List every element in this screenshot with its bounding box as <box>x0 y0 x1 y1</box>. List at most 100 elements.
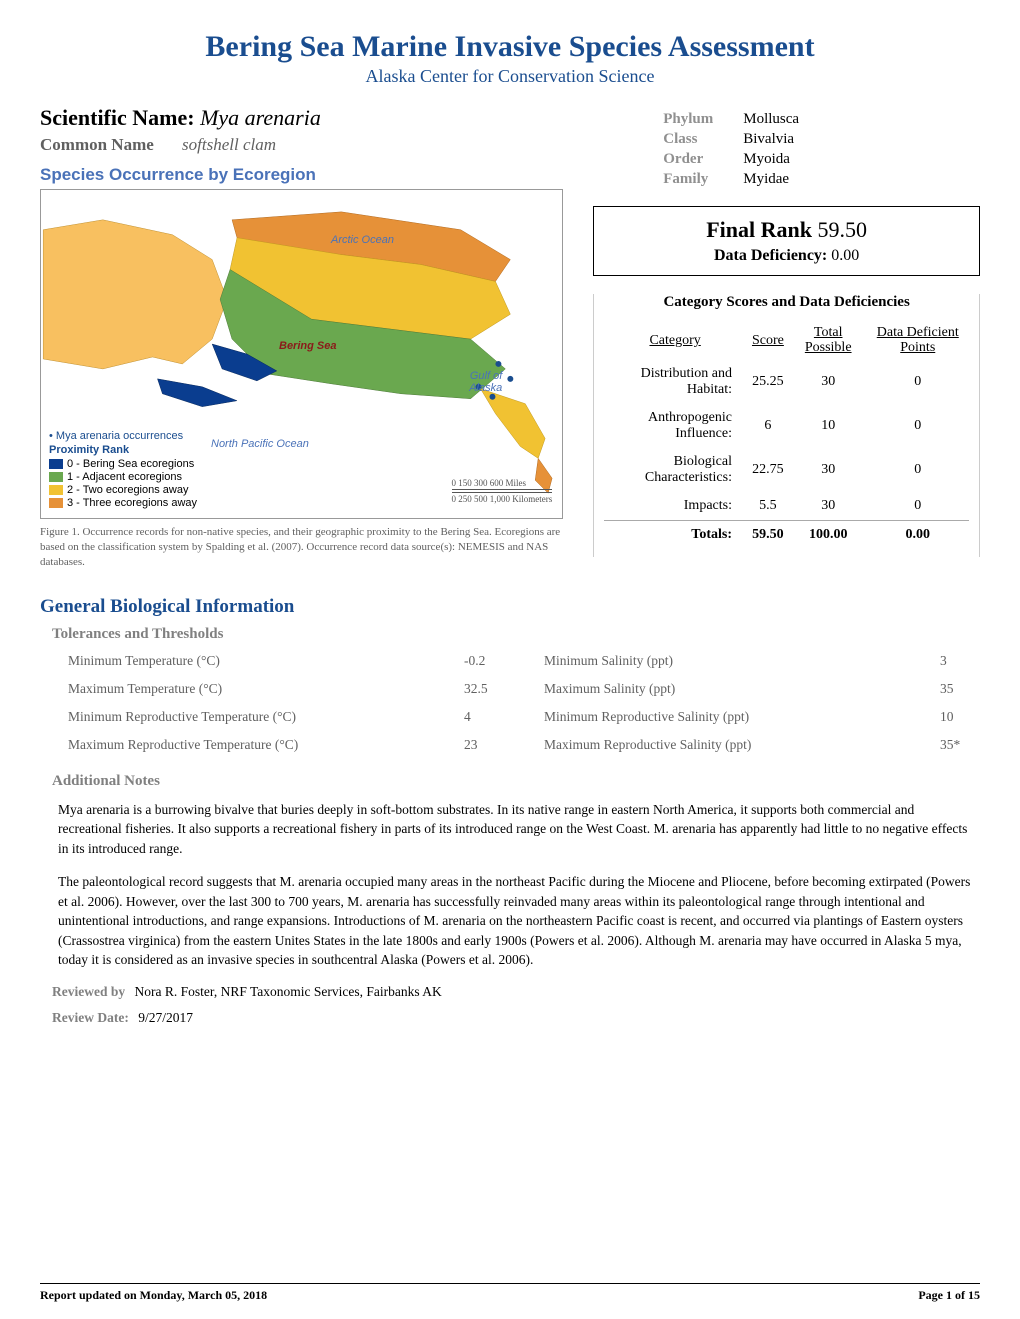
tolerance-label: Maximum Temperature (°C) <box>68 681 222 697</box>
taxonomy-label: Class <box>663 131 743 148</box>
map-label-arctic: Arctic Ocean <box>331 234 394 246</box>
map-legend-row-0: 0 - Bering Sea ecoregions <box>49 458 197 470</box>
scores-total: 30 <box>790 492 867 521</box>
scores-header-dd: Data Deficient Points <box>867 321 969 360</box>
scores-wrapper: Category Scores and Data Deficiencies Ca… <box>593 294 980 557</box>
final-rank-label: Final Rank <box>706 217 812 242</box>
scores-totals-label: Totals: <box>604 521 746 550</box>
tolerance-row: Maximum Salinity (ppt)35 <box>544 681 980 697</box>
footer-right: Page 1 of 15 <box>918 1288 980 1303</box>
scores-totals-dd: 0.00 <box>867 521 969 550</box>
figure-caption: Figure 1. Occurrence records for non-nat… <box>40 525 563 570</box>
reviewed-by-label: Reviewed by <box>52 984 125 999</box>
scores-header-category: Category <box>604 321 746 360</box>
tolerance-row: Maximum Temperature (°C) 32.5 <box>68 681 504 697</box>
table-row: Anthropogenic Influence:6100 <box>604 404 969 448</box>
review-date-line: Review Date: 9/27/2017 <box>52 1010 980 1026</box>
map-region-0b <box>158 379 238 407</box>
scores-score: 5.5 <box>746 492 790 521</box>
scientific-name-label: Scientific Name: <box>40 105 195 130</box>
map-legend-label: 3 - Three ecoregions away <box>67 497 197 509</box>
tolerance-label: Minimum Reproductive Temperature (°C) <box>68 709 296 725</box>
tolerance-label: Maximum Salinity (ppt) <box>544 681 675 697</box>
notes-paragraph-2: The paleontological record suggests that… <box>58 872 980 970</box>
page-subtitle: Alaska Center for Conservation Science <box>40 66 980 87</box>
tolerance-value: 35* <box>940 737 980 753</box>
tolerance-label: Minimum Salinity (ppt) <box>544 653 673 669</box>
notes-block: Mya arenaria is a burrowing bivalve that… <box>58 800 980 971</box>
tolerance-value: 32.5 <box>464 681 504 697</box>
map-label-gulf: Gulf of Alaska <box>469 370 502 394</box>
scores-header-dd-text: Data Deficient Points <box>873 325 963 356</box>
tolerance-value: -0.2 <box>464 653 504 669</box>
taxonomy-row: PhylumMollusca <box>663 111 980 128</box>
scores-totals-row: Totals:59.50100.000.00 <box>604 521 969 550</box>
occurrence-dot <box>489 394 495 400</box>
taxonomy-value: Myidae <box>743 171 789 188</box>
data-deficiency-line: Data Deficiency: 0.00 <box>608 247 965 265</box>
map-legend-label: 2 - Two ecoregions away <box>67 484 188 496</box>
scores-cat: Distribution and Habitat: <box>604 360 746 404</box>
category-scores-heading: Category Scores and Data Deficiencies <box>604 294 969 311</box>
tolerances-left-col: Minimum Temperature (°C) -0.2 Maximum Tem… <box>68 653 504 765</box>
scientific-name-value: Mya arenaria <box>200 105 321 130</box>
scores-dd: 0 <box>867 448 969 492</box>
map-legend-swatch <box>49 472 63 482</box>
taxonomy-value: Mollusca <box>743 111 799 128</box>
tolerance-row: Minimum Temperature (°C) -0.2 <box>68 653 504 669</box>
taxonomy-label: Order <box>663 151 743 168</box>
table-row: Impacts:5.5300 <box>604 492 969 521</box>
scores-header-score-text: Score <box>752 333 784 348</box>
tolerance-row: Minimum Reproductive Temperature (°C)4 <box>68 709 504 725</box>
tolerance-value: 3 <box>940 653 980 669</box>
tolerances-right-col: Minimum Salinity (ppt) 3 Maximum Salinity… <box>544 653 980 765</box>
general-bio-heading: General Biological Information <box>40 596 980 618</box>
scientific-name-line: Scientific Name: Mya arenaria <box>40 105 563 131</box>
taxonomy-value: Bivalvia <box>743 131 794 148</box>
table-row: Distribution and Habitat:25.25300 <box>604 360 969 404</box>
scores-totals-total: 100.00 <box>790 521 867 550</box>
data-deficiency-label: Data Deficiency: <box>714 247 827 264</box>
scores-table: Category Score Total Possible Data Defic… <box>604 321 969 549</box>
map-legend-swatch <box>49 459 63 469</box>
right-column: PhylumMollusca ClassBivalvia OrderMyoida… <box>593 105 980 570</box>
top-grid: Scientific Name: Mya arenaria Common Nam… <box>40 105 980 570</box>
map-legend-swatch <box>49 498 63 508</box>
taxonomy-table: PhylumMollusca ClassBivalvia OrderMyoida… <box>663 111 980 188</box>
scores-header-score: Score <box>746 321 790 360</box>
reviewed-by-value: Nora R. Foster, NRF Taxonomic Services, … <box>135 984 442 999</box>
taxonomy-value: Myoida <box>743 151 790 168</box>
map-russia <box>43 220 227 369</box>
map-legend: • Mya arenaria occurrences Proximity Ran… <box>49 430 197 510</box>
scores-header-total-text: Total Possible <box>796 325 861 356</box>
scores-cat: Anthropogenic Influence: <box>604 404 746 448</box>
tolerance-label: Minimum Temperature (°C) <box>68 653 220 669</box>
scores-header-row: Category Score Total Possible Data Defic… <box>604 321 969 360</box>
tolerance-row: Maximum Reproductive Temperature (°C)23 <box>68 737 504 753</box>
tolerance-row: Minimum Reproductive Salinity (ppt)10 <box>544 709 980 725</box>
page-footer: Report updated on Monday, March 05, 2018… <box>40 1283 980 1303</box>
review-date-value: 9/27/2017 <box>138 1010 193 1025</box>
additional-notes-heading: Additional Notes <box>52 773 980 790</box>
tolerance-label: Minimum Reproductive Salinity (ppt) <box>544 709 749 725</box>
scores-total: 10 <box>790 404 867 448</box>
taxonomy-label: Family <box>663 171 743 188</box>
map-label-bering: Bering Sea <box>279 340 336 352</box>
scores-total: 30 <box>790 360 867 404</box>
final-rank-value: 59.50 <box>818 217 868 242</box>
common-name-label: Common Name <box>40 135 154 154</box>
tolerances-grid: Minimum Temperature (°C) -0.2 Maximum Tem… <box>68 653 980 765</box>
tolerances-heading: Tolerances and Thresholds <box>52 626 980 643</box>
common-name-value: softshell clam <box>182 135 276 154</box>
scores-dd: 0 <box>867 492 969 521</box>
map-se-alaska <box>481 389 546 459</box>
occurrence-dot <box>507 376 513 382</box>
map-legend-swatch <box>49 485 63 495</box>
tolerance-row: Maximum Reproductive Salinity (ppt)35* <box>544 737 980 753</box>
scores-cat: Impacts: <box>604 492 746 521</box>
page-title-block: Bering Sea Marine Invasive Species Asses… <box>40 30 980 64</box>
final-rank-box: Final Rank 59.50 Data Deficiency: 0.00 <box>593 206 980 276</box>
map-scale: 0 150 300 600 Miles 0 250 500 1,000 Kilo… <box>452 478 553 504</box>
footer-left: Report updated on Monday, March 05, 2018 <box>40 1288 267 1303</box>
taxonomy-label: Phylum <box>663 111 743 128</box>
